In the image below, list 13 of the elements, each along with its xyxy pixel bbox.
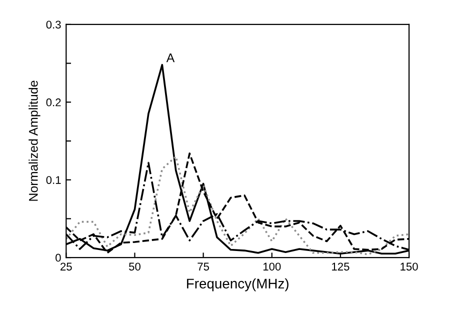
- x-tick-label: 100: [263, 262, 281, 271]
- annotation: A: [166, 53, 175, 62]
- y-tick-label: 0.2: [46, 98, 61, 106]
- x-tick-label: 50: [128, 262, 140, 271]
- y-axis-title: Normalized Amplitude: [28, 80, 40, 201]
- y-tick-label: 0.3: [46, 20, 61, 29]
- x-tick-label: 125: [332, 262, 350, 271]
- x-axis-title: Frequency(MHz): [187, 278, 288, 292]
- x-tick-label: 75: [198, 262, 210, 271]
- x-tick-label: 150: [400, 262, 418, 271]
- x-tick-label: 25: [60, 262, 72, 271]
- y-tick-label: 0.1: [46, 176, 61, 184]
- y-tick-label: 0: [56, 254, 61, 262]
